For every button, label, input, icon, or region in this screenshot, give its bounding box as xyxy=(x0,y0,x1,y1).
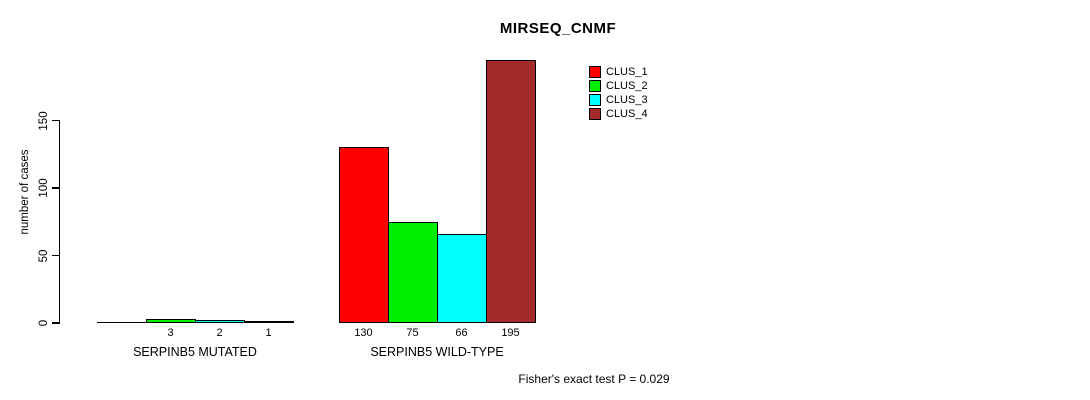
legend-label: CLUS_1 xyxy=(606,66,648,78)
bar-value-label: 3 xyxy=(167,327,174,339)
bar-value-label: 1 xyxy=(265,327,272,339)
bar-clus_3-group2 xyxy=(437,234,487,323)
legend-item-clus_3: CLUS_3 xyxy=(589,93,648,107)
legend-swatch xyxy=(589,94,601,106)
bar-clus_3-group1 xyxy=(195,320,245,323)
bar-value-label: 195 xyxy=(501,327,520,339)
bar-clus_2-group2 xyxy=(388,222,438,323)
legend-swatch xyxy=(589,108,601,120)
y-tick-mark xyxy=(52,119,59,122)
legend-swatch xyxy=(589,66,601,78)
bar-value-label: 2 xyxy=(216,327,223,339)
y-tick-mark xyxy=(52,254,59,257)
y-tick-mark xyxy=(52,187,59,189)
legend-label: CLUS_4 xyxy=(606,108,648,120)
legend-label: CLUS_2 xyxy=(606,80,648,92)
x-category-label-2: SERPINB5 WILD-TYPE xyxy=(370,345,504,359)
bar-clus_2-group1 xyxy=(146,319,196,323)
bar-clus_4-group1 xyxy=(244,321,294,323)
y-axis-line xyxy=(58,119,60,324)
x-category-label-1: SERPINB5 MUTATED xyxy=(133,345,257,359)
bar-value-label: 130 xyxy=(354,327,373,339)
bar-value-label: 75 xyxy=(406,327,419,339)
bar-value-label: 66 xyxy=(455,327,468,339)
y-tick-mark xyxy=(52,322,59,324)
legend-item-clus_2: CLUS_2 xyxy=(589,79,648,93)
legend-item-clus_4: CLUS_4 xyxy=(589,107,648,121)
bar-clus_4-group2 xyxy=(486,60,536,323)
bar-clus_1-group2 xyxy=(339,147,389,323)
fisher-test-note: Fisher's exact test P = 0.029 xyxy=(518,372,670,386)
legend-item-clus_1: CLUS_1 xyxy=(589,65,648,79)
legend-swatch xyxy=(589,80,601,92)
chart-title: MIRSEQ_CNMF xyxy=(499,20,617,37)
legend-label: CLUS_3 xyxy=(606,94,648,106)
